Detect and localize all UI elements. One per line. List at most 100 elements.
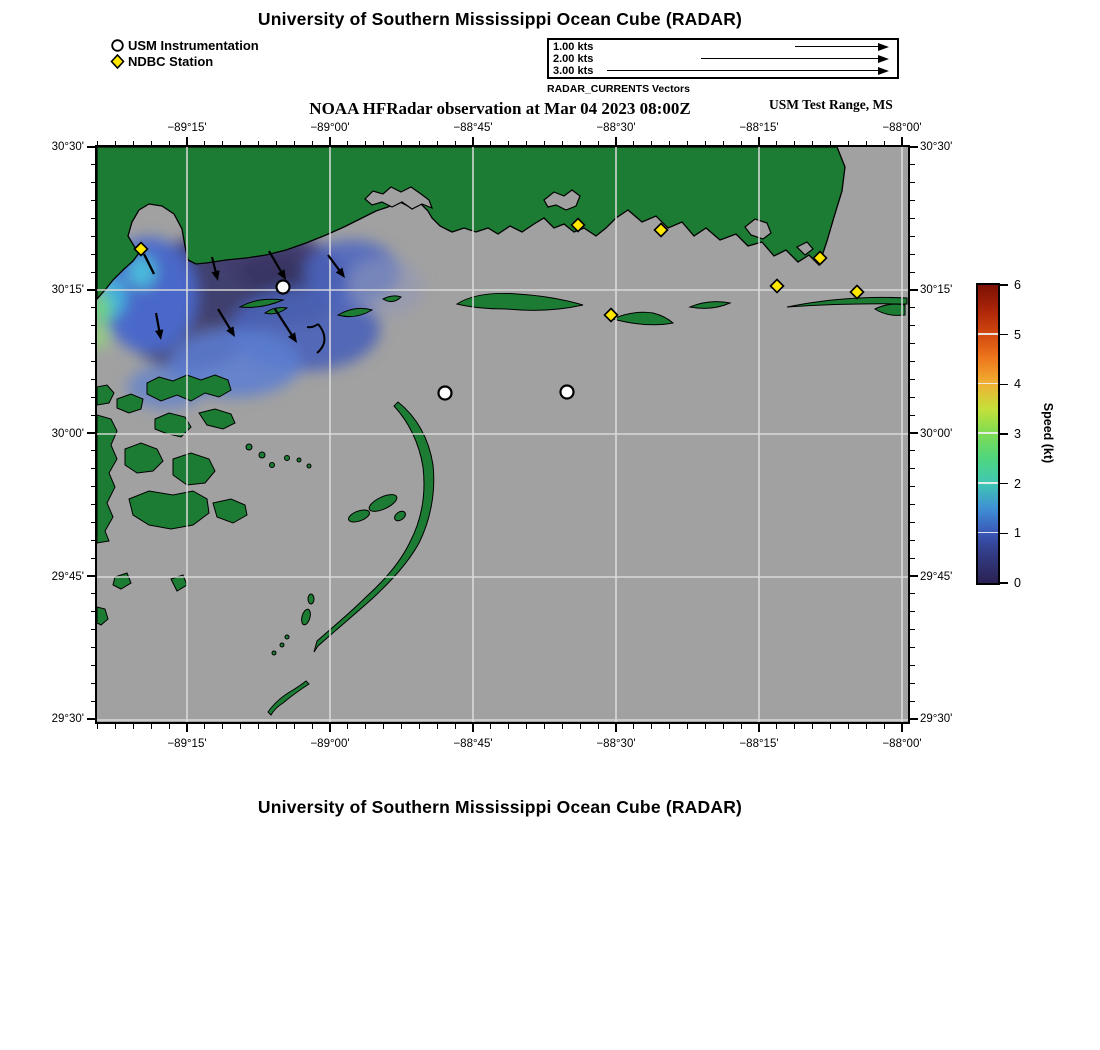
colorbar-gridline [978,432,998,434]
axis-tick [758,137,760,145]
footer-title: University of Southern Mississippi Ocean… [257,797,743,817]
y-axis-tick-label: 29°30' [51,713,84,725]
axis-tick [329,137,331,145]
colorbar-tick-label: 2 [1014,476,1021,491]
colorbar-tick [1000,482,1008,485]
colorbar-gridline [978,333,998,335]
colorbar-gridline [978,531,998,534]
current-vector-arrow [154,312,164,340]
axis-tick [910,557,915,559]
axis-tick [186,137,188,145]
colorbar-tick-label: 6 [1014,278,1021,292]
axis-tick [910,575,918,577]
x-axis-tick-label: −89°15' [167,122,207,134]
station-stem-line [142,253,156,275]
colorbar-tick-label: 5 [1014,327,1021,342]
axis-tick [910,521,915,523]
current-vector-arrow [274,308,297,343]
axis-tick [910,343,915,345]
y-axis-tick-label: 29°30' [920,713,953,725]
ndbc-station-marker [133,241,149,257]
y-axis-tick-label: 30°30' [920,141,953,153]
pascagoula-inlet [543,189,581,211]
chandeleur-islands [267,401,435,716]
ndbc-station-marker [603,307,619,323]
axis-tick [910,593,915,595]
ndbc-station-marker [849,284,865,300]
arrowhead-icon [878,66,889,75]
ndbc-station-marker [769,278,785,294]
x-axis-tick-label: −88°30' [596,122,636,134]
y-axis-tick-label: 30°00' [920,428,953,440]
louisiana-marshes [97,374,312,626]
arrowhead-icon [878,42,889,51]
axis-tick [910,325,915,327]
coastal-bays [364,186,814,256]
axis-tick [910,450,915,452]
usm-station-marker [559,384,575,400]
vector-scale-label: 1.00 kts [553,40,594,53]
x-axis-tick-label: −88°30' [596,738,636,750]
x-axis-tick-label: −88°00' [882,122,922,134]
current-vector-arrow [327,254,345,278]
colorbar-title: Speed (kt) [1041,402,1055,464]
y-axis-tick-label: 30°00' [51,428,84,440]
colorbar-tick-label: 3 [1014,427,1021,441]
page-title: University of Southern Mississippi Ocean… [257,9,743,29]
usm-station-markers [275,279,575,401]
range-label: USM Test Range, MS [769,97,893,112]
axis-tick [472,137,474,145]
axis-tick [910,486,915,488]
axis-tick [87,575,95,577]
axis-tick [910,700,915,702]
axis-tick [87,718,95,720]
colorbar-tick [1000,383,1008,386]
current-vector-arrow [217,308,235,337]
vector-scale-row: 1.00 kts [553,41,889,53]
biloxi-bay [364,186,434,210]
axis-tick [910,360,915,363]
y-axis-tick-label: 29°45' [920,571,953,583]
legend-item-usm: USM Instrumentation [110,37,259,53]
circle-marker-icon [111,38,124,52]
axis-tick [910,503,915,506]
vector-scale-box: 1.00 kts 2.00 kts 3.00 kts [547,38,899,79]
map-legend: USM Instrumentation NDBC Station [110,37,259,69]
current-vector-arrows [154,250,345,343]
axis-tick [901,137,903,145]
mainland-coast [97,147,846,300]
current-vector-arrow [210,256,220,281]
current-vector-arrow [268,250,286,280]
legend-label-ndbc: NDBC Station [128,53,214,69]
scale-arrow-1kt [795,42,889,52]
scale-arrow-3kt [607,66,889,76]
x-axis-tick-label: −89°00' [310,122,350,134]
axis-tick [910,414,915,416]
map-canvas [95,145,910,724]
x-axis-tick-label: −89°15' [167,738,207,750]
usm-station-marker [437,385,453,401]
map-subtitle: NOAA HFRadar observation at Mar 04 2023 … [309,99,691,118]
axis-tick [910,271,915,273]
x-axis-tick-label: −88°45' [453,738,493,750]
scale-arrow-2kt [701,54,889,64]
colorbar-gridline [978,482,998,484]
axis-tick [910,396,915,398]
x-axis-tick-label: −88°15' [739,738,779,750]
y-axis-tick-label: 29°45' [51,571,84,583]
axis-tick [87,146,95,148]
vector-scale-label: 2.00 kts [553,52,594,65]
colorbar-tick [1000,582,1008,584]
colorbar-tick-label: 1 [1014,526,1021,541]
colorbar-tick [1000,532,1008,535]
cat-island-outline [142,253,326,354]
axis-tick [910,432,918,434]
legend-item-ndbc: NDBC Station [110,53,259,69]
axis-tick [87,432,95,434]
ndbc-station-markers [133,217,865,323]
axis-tick [910,539,915,541]
colorbar-tick-label: 0 [1014,576,1021,590]
axis-tick [910,468,915,470]
axis-tick [910,378,915,380]
